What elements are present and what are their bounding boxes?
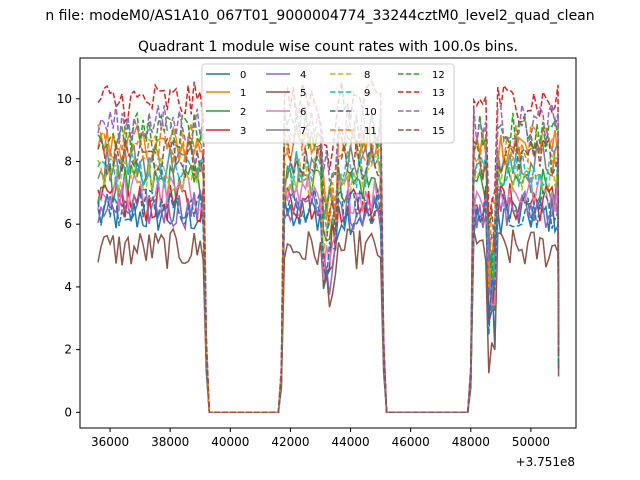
x-tick-label: 50000 xyxy=(512,435,550,449)
x-tick-label: 38000 xyxy=(151,435,189,449)
chart-title: Quadrant 1 module wise count rates with … xyxy=(138,39,518,55)
y-axis: 0 2 4 6 8 10 xyxy=(57,92,80,419)
y-tick-label: 10 xyxy=(57,92,72,106)
legend-label: 0 xyxy=(240,70,246,81)
series-line-14 xyxy=(97,101,560,414)
series-line-6 xyxy=(97,172,560,414)
legend-label: 5 xyxy=(300,88,306,99)
legend-label: 12 xyxy=(432,70,445,81)
series-line-12 xyxy=(97,111,560,414)
legend-label: 9 xyxy=(364,88,370,99)
series-line-13 xyxy=(97,80,560,414)
y-tick-label: 6 xyxy=(64,217,72,231)
series-line-10 xyxy=(97,188,560,414)
legend-label: 1 xyxy=(240,88,246,99)
x-tick-label: 46000 xyxy=(392,435,430,449)
x-tick-label: 36000 xyxy=(91,435,129,449)
x-tick-label: 44000 xyxy=(331,435,369,449)
y-tick-label: 2 xyxy=(64,343,72,357)
legend-label: 14 xyxy=(432,107,445,118)
series-line-8 xyxy=(97,153,560,414)
y-tick-label: 0 xyxy=(64,405,72,419)
y-tick-label: 8 xyxy=(64,154,72,168)
x-offset-label: +3.751e8 xyxy=(516,455,575,469)
y-tick-label: 4 xyxy=(64,280,72,294)
series-line-5 xyxy=(97,227,560,414)
x-axis: 36000 38000 40000 42000 44000 46000 48000 50000 xyxy=(91,428,550,449)
series-line-15 xyxy=(97,136,560,414)
x-tick-label: 42000 xyxy=(271,435,309,449)
legend-label: 6 xyxy=(300,107,306,118)
series-line-9 xyxy=(97,145,560,414)
series-layer xyxy=(97,80,560,414)
legend-label: 4 xyxy=(300,70,306,81)
legend-label: 15 xyxy=(432,126,445,137)
x-tick-label: 48000 xyxy=(452,435,490,449)
legend-label: 10 xyxy=(364,107,377,118)
x-tick-label: 40000 xyxy=(211,435,249,449)
legend-label: 11 xyxy=(364,126,377,137)
legend-label: 8 xyxy=(364,70,370,81)
legend-label: 13 xyxy=(432,88,445,99)
legend-box xyxy=(201,63,455,144)
legend-label: 2 xyxy=(240,107,246,118)
plot-frame xyxy=(79,57,577,429)
legend-label: 3 xyxy=(240,126,246,137)
chart-suptitle: n file: modeM0/AS1A10_067T01_9000004774_… xyxy=(45,8,594,24)
legend-label: 7 xyxy=(300,126,306,137)
